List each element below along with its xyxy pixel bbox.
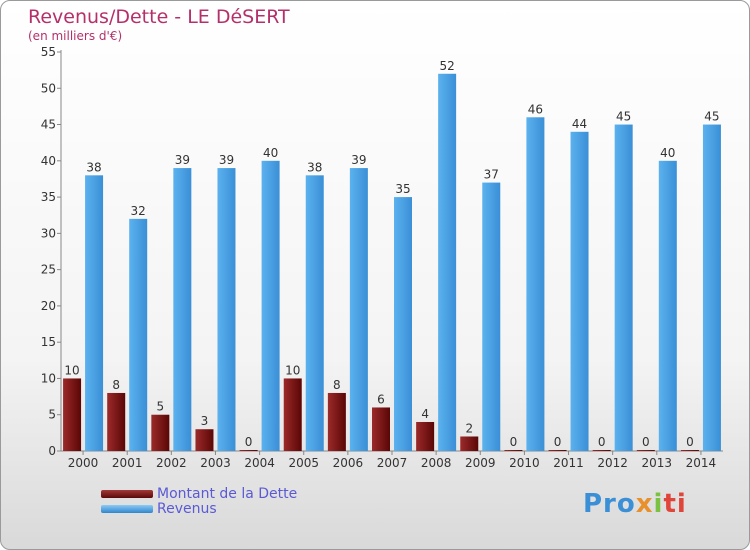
x-tick-label: 2004	[244, 456, 275, 470]
y-tick-label: 0	[48, 444, 56, 458]
legend-swatch-dette	[101, 490, 153, 498]
data-label: 3	[201, 414, 209, 428]
chart-subtitle: (en milliers d'€)	[28, 29, 123, 43]
x-tick-label: 2000	[68, 456, 99, 470]
bar-revenus	[482, 182, 501, 451]
data-label: 32	[131, 204, 146, 218]
bar-revenus	[349, 168, 368, 451]
legend-swatch-revenus	[101, 505, 153, 513]
bar-dette	[239, 450, 258, 451]
data-label: 39	[175, 153, 190, 167]
y-tick-label: 20	[41, 299, 56, 313]
x-tick-label: 2014	[686, 456, 717, 470]
bar-dette	[680, 450, 699, 451]
y-tick-label: 55	[41, 45, 56, 59]
data-label: 35	[395, 182, 410, 196]
data-label: 2	[465, 421, 473, 435]
y-tick-label: 35	[41, 190, 56, 204]
data-label: 5	[157, 400, 165, 414]
y-tick-label: 25	[41, 263, 56, 277]
y-tick-label: 5	[48, 408, 56, 422]
data-label: 38	[307, 160, 322, 174]
data-label: 39	[219, 153, 234, 167]
data-label: 40	[263, 146, 278, 160]
x-tick-label: 2011	[553, 456, 584, 470]
data-label: 45	[704, 110, 719, 124]
x-tick-label: 2006	[333, 456, 364, 470]
data-label: 4	[421, 407, 429, 421]
data-label: 8	[333, 378, 341, 392]
bar-dette	[63, 378, 82, 451]
y-tick-label: 50	[41, 81, 56, 95]
y-tick-label: 40	[41, 154, 56, 168]
bar-revenus	[217, 168, 236, 451]
x-tick-label: 2002	[156, 456, 187, 470]
bar-dette	[416, 421, 435, 451]
bar-revenus	[129, 218, 148, 451]
data-label: 0	[510, 435, 518, 449]
x-tick-label: 2003	[200, 456, 231, 470]
legend-label-dette: Montant de la Dette	[157, 486, 298, 502]
bar-dette	[283, 378, 302, 451]
legend-label-revenus: Revenus	[157, 501, 217, 517]
x-tick-label: 2009	[465, 456, 496, 470]
data-label: 44	[572, 117, 587, 131]
bar-revenus	[305, 175, 324, 451]
y-tick-label: 15	[41, 335, 56, 349]
bar-revenus	[173, 168, 192, 451]
bar-revenus	[394, 197, 412, 451]
bar-dette	[372, 407, 390, 451]
y-tick-label: 45	[41, 118, 56, 132]
bar-dette	[151, 414, 170, 451]
data-label: 10	[285, 363, 300, 377]
y-tick-label: 10	[41, 371, 56, 385]
data-label: 39	[351, 153, 366, 167]
bar-dette	[548, 450, 567, 451]
proxiti-logo: Proxiti	[583, 489, 687, 519]
data-label: 0	[245, 435, 253, 449]
bar-dette	[460, 436, 479, 451]
data-label: 8	[112, 378, 120, 392]
chart-title: Revenus/Dette - LE DéSERT	[28, 6, 290, 28]
x-tick-label: 2001	[112, 456, 143, 470]
x-tick-label: 2005	[288, 456, 319, 470]
x-tick-label: 2008	[421, 456, 452, 470]
data-label: 0	[686, 435, 694, 449]
data-label: 37	[484, 168, 499, 182]
bar-revenus	[702, 124, 721, 451]
bar-dette	[504, 450, 523, 451]
data-label: 52	[439, 59, 454, 73]
bar-dette	[592, 450, 611, 451]
bar-dette	[107, 392, 126, 451]
data-label: 0	[554, 435, 562, 449]
x-tick-label: 2012	[597, 456, 628, 470]
x-tick-label: 2010	[509, 456, 540, 470]
data-label: 0	[598, 435, 606, 449]
data-label: 40	[660, 146, 675, 160]
bar-revenus	[438, 73, 457, 451]
x-tick-label: 2013	[642, 456, 673, 470]
bar-dette	[327, 392, 346, 451]
data-label: 6	[377, 392, 385, 406]
data-label: 10	[64, 363, 79, 377]
data-label: 46	[528, 102, 543, 116]
x-tick-label: 2007	[377, 456, 408, 470]
bar-revenus	[658, 160, 677, 451]
data-label: 45	[616, 110, 631, 124]
data-label: 0	[642, 435, 650, 449]
y-tick-label: 30	[41, 226, 56, 240]
bar-revenus	[85, 175, 104, 451]
bar-revenus	[570, 131, 589, 452]
bar-revenus	[614, 124, 633, 451]
bar-dette	[636, 450, 655, 451]
data-label: 38	[86, 160, 101, 174]
bar-revenus	[261, 160, 280, 451]
bar-dette	[195, 429, 214, 451]
bar-revenus	[526, 117, 545, 452]
